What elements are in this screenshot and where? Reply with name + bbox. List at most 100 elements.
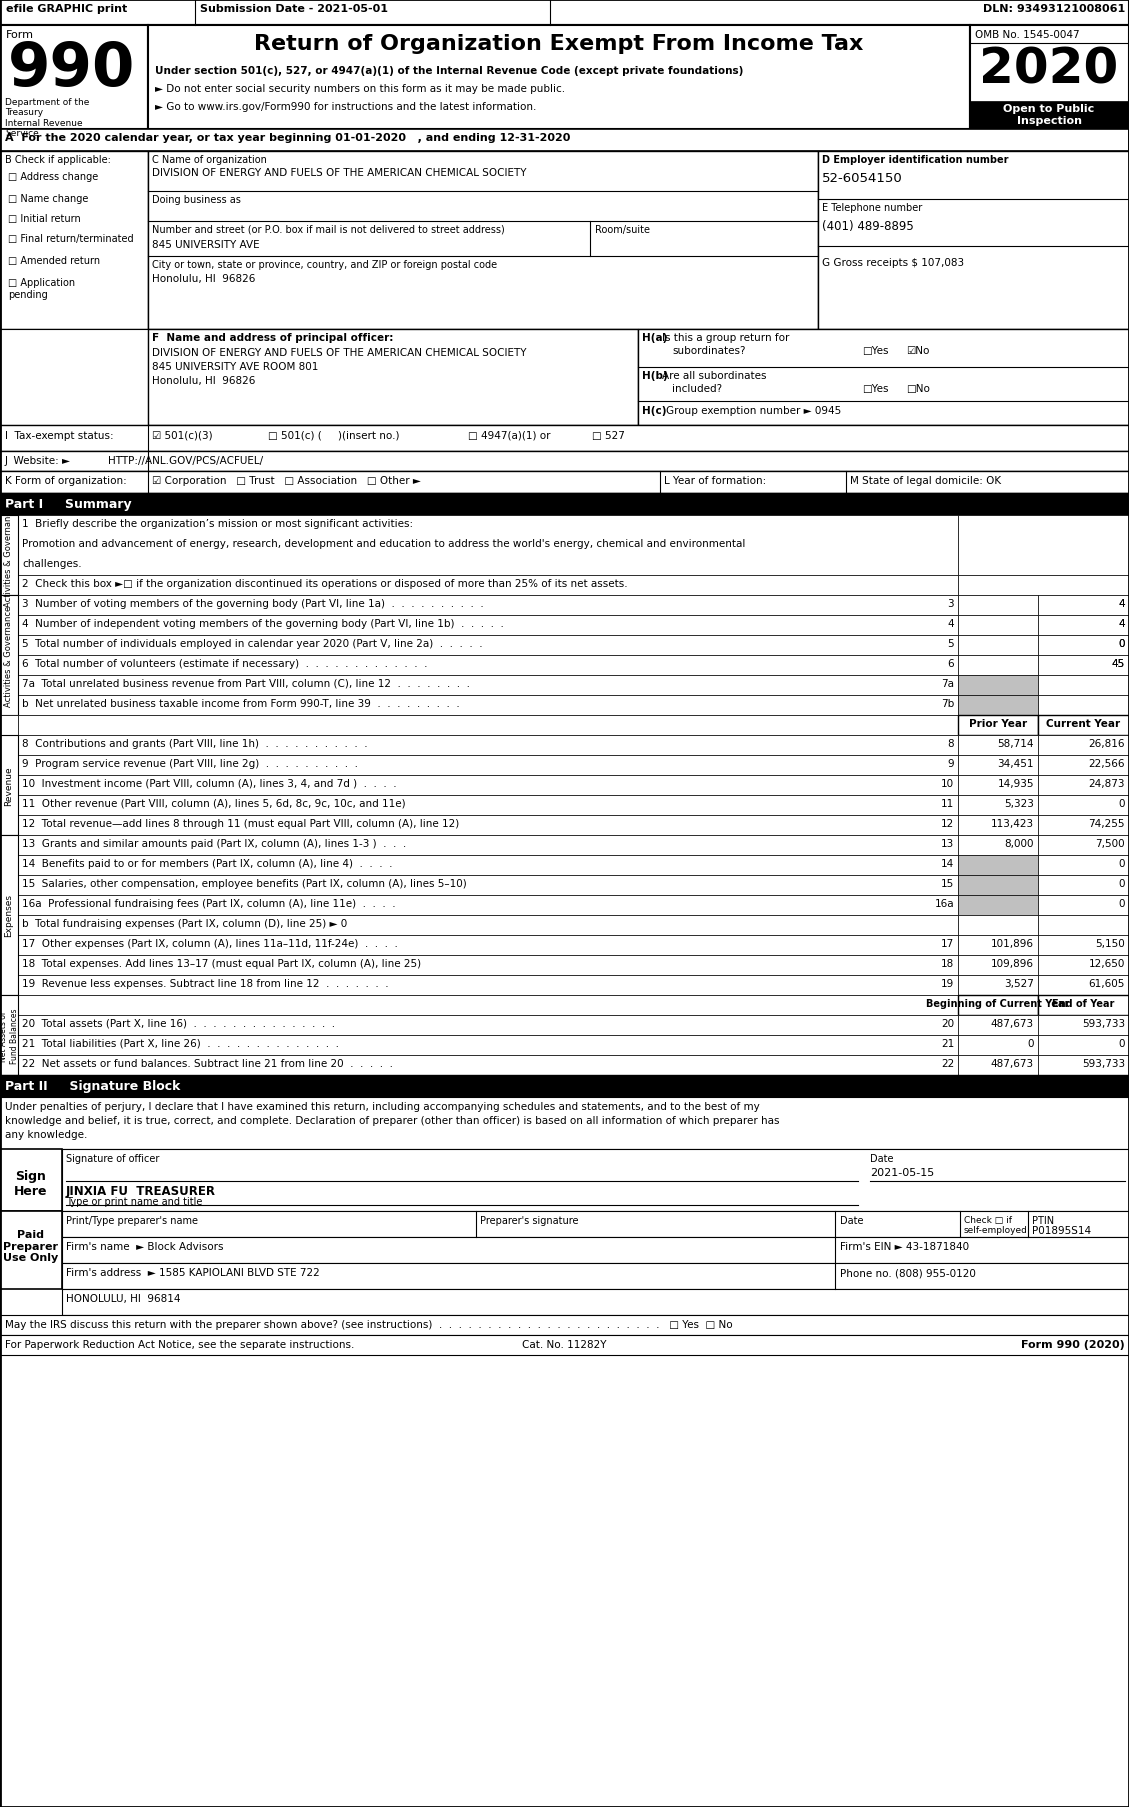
Bar: [0, 426, 1129, 452]
Text: 1  Briefly describe the organization’s mission or most significant activities:: 1 Briefly describe the organization’s mi…: [21, 519, 413, 529]
Bar: [0, 896, 18, 916]
Bar: [0, 735, 18, 835]
Text: 17  Other expenses (Part IX, column (A), lines 11a–11d, 11f-24e)  .  .  .  .: 17 Other expenses (Part IX, column (A), …: [21, 938, 397, 949]
Bar: [959, 636, 1038, 656]
Bar: [959, 956, 1038, 976]
Bar: [62, 1238, 1129, 1263]
Text: A  For the 2020 calendar year, or tax year beginning 01-01-2020   , and ending 1: A For the 2020 calendar year, or tax yea…: [5, 134, 570, 143]
Bar: [0, 1097, 1129, 1149]
Text: 12  Total revenue—add lines 8 through 11 (must equal Part VIII, column (A), line: 12 Total revenue—add lines 8 through 11 …: [21, 819, 460, 829]
Bar: [959, 936, 1038, 956]
Text: Sign
Here: Sign Here: [15, 1169, 47, 1198]
Bar: [1038, 775, 1129, 795]
Text: DIVISION OF ENERGY AND FUELS OF THE AMERICAN CHEMICAL SOCIETY: DIVISION OF ENERGY AND FUELS OF THE AMER…: [152, 347, 526, 358]
Bar: [1038, 876, 1129, 896]
Text: 13: 13: [940, 838, 954, 849]
Bar: [1038, 1035, 1129, 1055]
Text: 34,451: 34,451: [998, 759, 1034, 768]
Bar: [1038, 835, 1129, 855]
Text: Return of Organization Exempt From Income Tax: Return of Organization Exempt From Incom…: [254, 34, 864, 54]
Text: 13  Grants and similar amounts paid (Part IX, column (A), lines 1-3 )  .  .  .: 13 Grants and similar amounts paid (Part…: [21, 838, 406, 849]
Text: 14: 14: [940, 858, 954, 869]
Bar: [148, 331, 638, 426]
Text: Number and street (or P.O. box if mail is not delivered to street address): Number and street (or P.O. box if mail i…: [152, 224, 505, 235]
Text: Submission Date - 2021-05-01: Submission Date - 2021-05-01: [200, 4, 388, 14]
Text: Check □ if
self-employed: Check □ if self-employed: [964, 1216, 1027, 1234]
Bar: [959, 716, 1038, 735]
Text: 16a  Professional fundraising fees (Part IX, column (A), line 11e)  .  .  .  .: 16a Professional fundraising fees (Part …: [21, 898, 395, 909]
Bar: [0, 916, 18, 936]
Text: 12,650: 12,650: [1088, 958, 1124, 969]
Bar: [1038, 755, 1129, 775]
Bar: [1038, 795, 1129, 815]
Text: 7b: 7b: [940, 699, 954, 708]
Text: 0: 0: [1027, 1039, 1034, 1048]
Bar: [18, 956, 959, 976]
Bar: [18, 716, 959, 735]
Bar: [0, 996, 18, 1016]
Bar: [0, 515, 18, 596]
Text: 21: 21: [940, 1039, 954, 1048]
Text: b  Total fundraising expenses (Part IX, column (D), line 25) ► 0: b Total fundraising expenses (Part IX, c…: [21, 918, 348, 929]
Text: □Yes: □Yes: [863, 383, 889, 394]
Text: Expenses: Expenses: [5, 894, 14, 938]
Text: 16a: 16a: [935, 898, 954, 909]
Bar: [18, 896, 959, 916]
Text: 61,605: 61,605: [1088, 978, 1124, 988]
Text: 0: 0: [1119, 799, 1124, 808]
Bar: [0, 795, 18, 815]
Text: Firm's EIN ► 43-1871840: Firm's EIN ► 43-1871840: [840, 1241, 969, 1250]
Text: 7a  Total unrelated business revenue from Part VIII, column (C), line 12  .  .  : 7a Total unrelated business revenue from…: [21, 679, 470, 688]
Bar: [959, 755, 1038, 775]
Bar: [0, 815, 18, 835]
Bar: [0, 735, 18, 755]
Bar: [1038, 1016, 1129, 1035]
Bar: [959, 1035, 1038, 1055]
Text: J  Website: ►: J Website: ►: [5, 455, 71, 466]
Text: Is this a group return for: Is this a group return for: [662, 332, 789, 343]
Bar: [0, 835, 18, 996]
Bar: [959, 596, 1038, 616]
Text: Part I     Summary: Part I Summary: [5, 497, 132, 511]
Bar: [959, 835, 1038, 855]
Bar: [959, 916, 1038, 936]
Bar: [1038, 956, 1129, 976]
Bar: [18, 1055, 959, 1075]
Bar: [0, 1335, 1129, 1355]
Text: 19  Revenue less expenses. Subtract line 18 from line 12  .  .  .  .  .  .  .: 19 Revenue less expenses. Subtract line …: [21, 978, 388, 988]
Text: Preparer's signature: Preparer's signature: [480, 1216, 578, 1225]
Text: Signature of officer: Signature of officer: [65, 1153, 159, 1164]
Text: 3,527: 3,527: [1004, 978, 1034, 988]
Text: 45: 45: [1112, 658, 1124, 669]
Bar: [18, 576, 959, 596]
Text: 14,935: 14,935: [998, 779, 1034, 788]
Text: Paid
Preparer
Use Only: Paid Preparer Use Only: [3, 1229, 59, 1263]
Text: Beginning of Current Year: Beginning of Current Year: [926, 999, 1069, 1008]
Text: 9  Program service revenue (Part VIII, line 2g)  .  .  .  .  .  .  .  .  .  .: 9 Program service revenue (Part VIII, li…: [21, 759, 358, 768]
Text: □ Final return/terminated: □ Final return/terminated: [8, 233, 133, 244]
Text: DIVISION OF ENERGY AND FUELS OF THE AMERICAN CHEMICAL SOCIETY: DIVISION OF ENERGY AND FUELS OF THE AMER…: [152, 168, 526, 177]
Bar: [0, 1035, 18, 1055]
Bar: [970, 101, 1129, 130]
Bar: [959, 696, 1038, 716]
Text: 990: 990: [8, 40, 135, 99]
Text: E Telephone number: E Telephone number: [822, 202, 922, 213]
Text: 487,673: 487,673: [991, 1059, 1034, 1068]
Text: □ Address change: □ Address change: [8, 172, 98, 183]
Text: HONOLULU, HI  96814: HONOLULU, HI 96814: [65, 1294, 181, 1303]
Text: OMB No. 1545-0047: OMB No. 1545-0047: [975, 31, 1079, 40]
Text: 20  Total assets (Part X, line 16)  .  .  .  .  .  .  .  .  .  .  .  .  .  .  .: 20 Total assets (Part X, line 16) . . . …: [21, 1019, 335, 1028]
Bar: [1038, 696, 1129, 716]
Text: 101,896: 101,896: [991, 938, 1034, 949]
Bar: [18, 775, 959, 795]
Bar: [18, 976, 959, 996]
Bar: [0, 696, 18, 716]
Text: G Gross receipts $ 107,083: G Gross receipts $ 107,083: [822, 258, 964, 267]
Bar: [0, 656, 18, 676]
Bar: [970, 25, 1129, 130]
Bar: [18, 1016, 959, 1035]
Bar: [18, 795, 959, 815]
Bar: [0, 775, 18, 795]
Text: ► Go to www.irs.gov/Form990 for instructions and the latest information.: ► Go to www.irs.gov/Form990 for instruct…: [155, 101, 536, 112]
Text: Form: Form: [6, 31, 34, 40]
